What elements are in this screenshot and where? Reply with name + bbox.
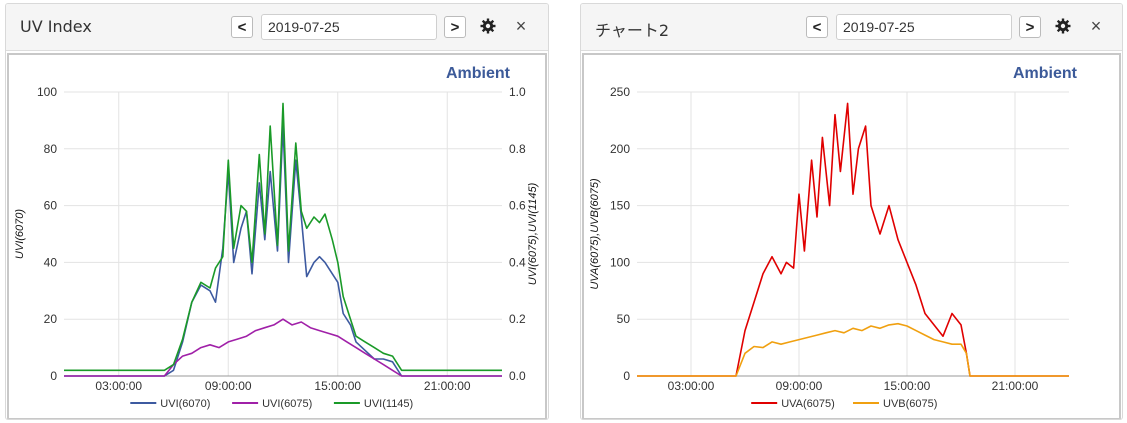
y-tick-label: 80 [44, 142, 58, 156]
y2-tick-label: 0.0 [509, 369, 526, 383]
y-tick-label: 100 [37, 85, 57, 99]
y-tick-label: 60 [44, 199, 58, 213]
y-tick-label: 100 [610, 255, 630, 269]
series-line [64, 125, 502, 377]
chevron-left-icon: < [812, 18, 822, 36]
y-tick-label: 250 [610, 85, 630, 99]
chevron-left-icon: < [237, 18, 247, 36]
uv-ab-chart: Ambient 0 50 100 150 200 250 03:00:00 09:00:00 15… [589, 65, 1078, 410]
brand-label: Ambient [1013, 65, 1078, 82]
y-axis-label: UVA(6075),UVB(6075) [589, 178, 601, 290]
settings-button[interactable] [478, 15, 498, 37]
y-tick-label: 0 [50, 369, 57, 383]
panel-title: UV Index [20, 17, 92, 36]
chart2-panel: チャート2 < > × Ambient 0 50 100 150 200 250 03:00:… [580, 3, 1123, 420]
y-tick-label: 20 [44, 312, 58, 326]
panel-header: UV Index < > × [6, 4, 548, 51]
date-input[interactable] [261, 14, 437, 40]
y-axis-label: UVI(6070) [14, 209, 26, 259]
legend-label: UVA(6075) [781, 398, 835, 410]
x-tick-label: 15:00:00 [314, 379, 361, 393]
close-button[interactable]: × [512, 16, 530, 36]
close-icon: × [515, 15, 527, 36]
settings-button[interactable] [1053, 15, 1073, 37]
y2-tick-label: 0.8 [509, 142, 526, 156]
series-line [64, 102, 502, 372]
x-tick-label: 15:00:00 [884, 379, 931, 393]
y-tick-label: 150 [610, 199, 630, 213]
x-tick-label: 21:00:00 [424, 379, 471, 393]
prev-date-button[interactable]: < [806, 16, 828, 38]
y-tick-label: 200 [610, 142, 630, 156]
x-tick-label: 03:00:00 [95, 379, 142, 393]
chart-area: Ambient 0 20 40 60 80 100 0.0 0.2 0.4 0.6 0.8 1.0 03:… [7, 53, 547, 419]
chevron-right-icon: > [1025, 18, 1035, 36]
legend-label: UVB(6075) [883, 398, 937, 410]
next-date-button[interactable]: > [1019, 16, 1041, 38]
uv-index-chart: Ambient 0 20 40 60 80 100 0.0 0.2 0.4 0.6 0.8 1.0 03:… [14, 65, 539, 410]
legend-label: UVI(6075) [262, 398, 312, 410]
y-tick-label: 40 [44, 255, 58, 269]
prev-date-button[interactable]: < [231, 16, 253, 38]
y-tick-label: 50 [617, 312, 631, 326]
close-button[interactable]: × [1087, 16, 1105, 36]
x-tick-label: 03:00:00 [668, 379, 715, 393]
legend-label: UVI(1145) [364, 398, 413, 410]
legend-label: UVI(6070) [160, 398, 210, 410]
date-input[interactable] [836, 14, 1012, 40]
series-line [64, 318, 502, 377]
y2-tick-label: 0.4 [509, 255, 526, 269]
y2-tick-label: 0.6 [509, 199, 526, 213]
close-icon: × [1090, 15, 1102, 36]
brand-label: Ambient [446, 65, 511, 82]
y2-axis-label: UVI(6075),UVI(1145) [527, 182, 539, 285]
x-tick-label: 09:00:00 [776, 379, 823, 393]
chevron-right-icon: > [450, 18, 460, 36]
x-tick-label: 09:00:00 [205, 379, 252, 393]
gear-icon [1055, 18, 1071, 34]
x-tick-label: 21:00:00 [992, 379, 1039, 393]
y-tick-label: 0 [623, 369, 630, 383]
panel-header: チャート2 < > × [581, 4, 1122, 51]
series-line [637, 102, 1069, 377]
gear-icon [480, 18, 496, 34]
series-line [637, 322, 1069, 377]
panel-title: チャート2 [595, 21, 670, 40]
next-date-button[interactable]: > [444, 16, 466, 38]
uv-index-panel: UV Index < > × Ambient 0 20 40 60 80 100 0.0 0.2… [5, 3, 549, 420]
y2-tick-label: 1.0 [509, 85, 526, 99]
y2-tick-label: 0.2 [509, 312, 526, 326]
chart-area: Ambient 0 50 100 150 200 250 03:00:00 09:00:00 15… [582, 53, 1121, 419]
